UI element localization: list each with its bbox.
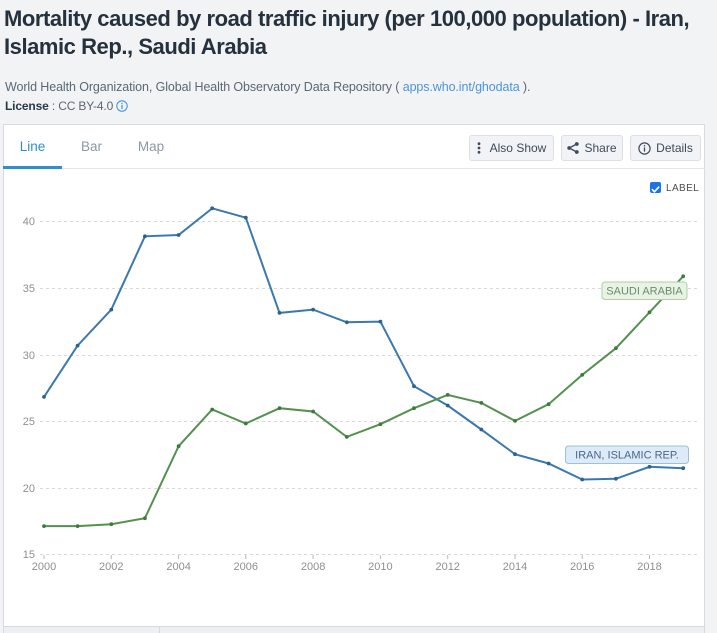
- svg-text:20: 20: [23, 483, 35, 495]
- svg-text:2004: 2004: [166, 561, 190, 573]
- svg-text:2014: 2014: [503, 561, 527, 573]
- svg-text:2018: 2018: [637, 561, 661, 573]
- svg-text:IRAN, ISLAMIC REP.: IRAN, ISLAMIC REP.: [575, 450, 679, 462]
- svg-text:SAUDI ARABIA: SAUDI ARABIA: [606, 286, 683, 298]
- svg-text:2006: 2006: [234, 561, 258, 573]
- svg-text:2012: 2012: [435, 561, 459, 573]
- svg-text:2016: 2016: [570, 561, 594, 573]
- svg-text:35: 35: [23, 283, 35, 295]
- svg-text:2008: 2008: [301, 561, 325, 573]
- svg-text:2000: 2000: [32, 561, 56, 573]
- svg-text:2002: 2002: [99, 561, 123, 573]
- svg-text:2010: 2010: [368, 561, 392, 573]
- svg-text:30: 30: [23, 350, 35, 362]
- svg-text:15: 15: [23, 549, 35, 561]
- svg-text:40: 40: [23, 216, 35, 228]
- svg-text:25: 25: [23, 416, 35, 428]
